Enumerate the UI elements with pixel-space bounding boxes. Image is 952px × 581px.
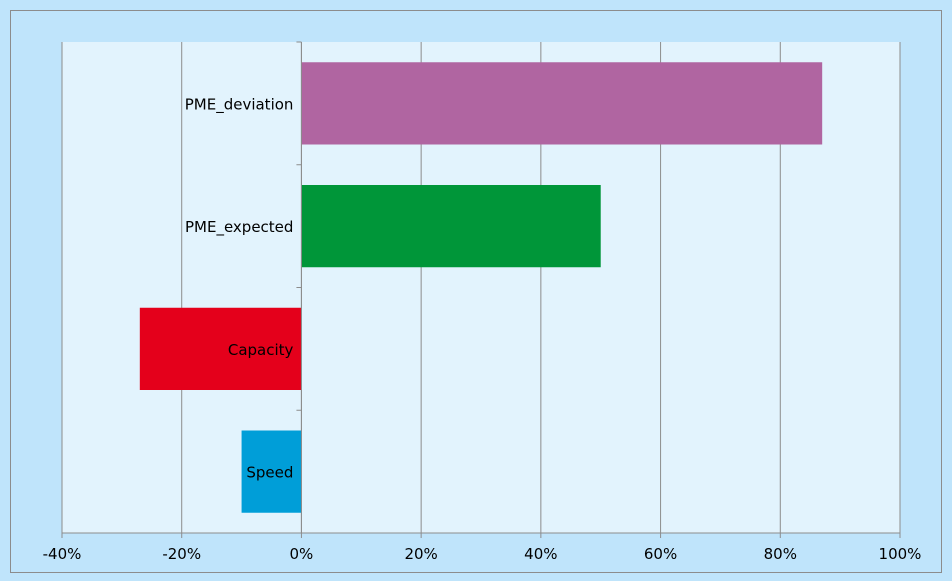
- x-tick-label: -40%: [43, 545, 82, 563]
- bars: [139, 62, 823, 513]
- x-tick-label: 40%: [524, 545, 557, 563]
- category-label-pme-deviation: PME_deviation: [185, 95, 294, 114]
- x-tick-label: 60%: [644, 545, 677, 563]
- category-label-capacity: Capacity: [228, 341, 294, 359]
- category-label-speed: Speed: [246, 464, 293, 482]
- x-tick-label: 100%: [879, 545, 922, 563]
- x-tick-label: -20%: [162, 545, 201, 563]
- category-label-pme-expected: PME_expected: [185, 218, 293, 237]
- x-tick-labels: -40% -20% 0% 20% 40% 60% 80% 100%: [43, 545, 922, 563]
- x-tick-label: 80%: [764, 545, 797, 563]
- x-tick-label: 0%: [290, 545, 314, 563]
- x-tick-label: 20%: [404, 545, 437, 563]
- bar-capacity: [139, 307, 302, 390]
- bar-pme-deviation: [301, 62, 823, 145]
- bar-speed: [241, 430, 302, 513]
- bar-pme-expected: [301, 185, 601, 268]
- axes: [61, 41, 901, 538]
- category-labels: PME_deviation PME_expected Capacity Speed: [185, 95, 294, 481]
